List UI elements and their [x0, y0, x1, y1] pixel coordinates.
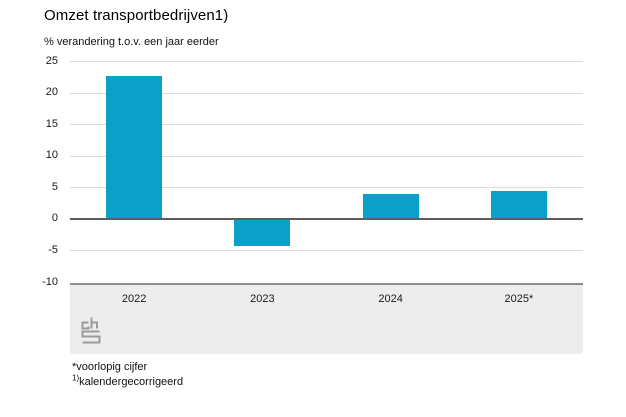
footnote-voorlopig-marker: * — [72, 361, 77, 373]
plot-area — [70, 61, 583, 282]
bar-2024 — [362, 193, 419, 219]
zero-line — [70, 217, 583, 220]
gridline — [70, 61, 583, 62]
y-tick-label: 15 — [45, 117, 58, 130]
y-tick-label: 20 — [45, 86, 58, 99]
gridline — [70, 250, 583, 252]
gridline — [70, 124, 583, 126]
chart-subtitle: % verandering t.o.v. een jaar eerder — [44, 36, 219, 48]
gridline — [70, 187, 583, 189]
y-tick-label: 5 — [51, 180, 58, 193]
footnote-voorlopig: *voorlopig cijfer — [72, 360, 183, 375]
x-tick-label: 2024 — [378, 293, 403, 305]
gridline — [70, 155, 583, 157]
bar-2025* — [490, 191, 547, 219]
x-tick-label: 2023 — [250, 293, 275, 305]
y-tick-label: 25 — [45, 54, 58, 67]
x-tick-label: 2025* — [504, 293, 534, 305]
y-axis-labels: 25 20 15 10 5 0 -5 -10 — [0, 55, 58, 288]
y-tick-label: -10 — [42, 275, 58, 288]
gridline — [70, 92, 583, 94]
cbs-logo — [81, 317, 101, 344]
footnote-voorlopig-text: voorlopig cijfer — [76, 361, 148, 373]
bar-2023 — [234, 218, 291, 246]
y-tick-label: 0 — [51, 212, 58, 225]
bar-2022 — [106, 75, 163, 219]
footnotes: *voorlopig cijfer 1)kalendergecorrigeerd — [72, 360, 183, 390]
x-axis-band: 2022 2023 2024 2025* — [70, 283, 583, 354]
footnote-kalender: 1)kalendergecorrigeerd — [72, 373, 184, 390]
chart-title: Omzet transportbedrijven1) — [44, 7, 229, 24]
footnote-kalender-text: kalendergecorrigeerd — [79, 376, 184, 388]
footnote-kalender-marker: 1) — [72, 373, 80, 383]
x-tick-label: 2022 — [121, 293, 147, 305]
y-tick-label: -5 — [48, 243, 58, 256]
y-tick-label: 10 — [45, 149, 58, 162]
